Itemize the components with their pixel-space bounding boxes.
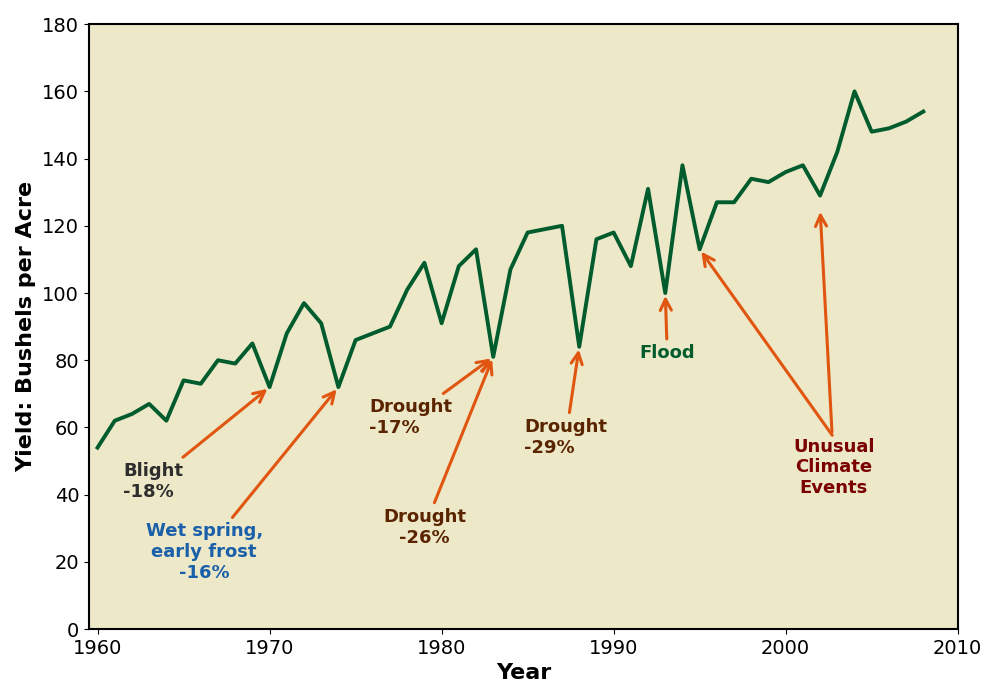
Y-axis label: Yield: Bushels per Acre: Yield: Bushels per Acre <box>17 181 37 473</box>
Text: Wet spring,
early frost
-16%: Wet spring, early frost -16% <box>146 392 335 582</box>
Text: Drought
-17%: Drought -17% <box>370 360 489 437</box>
Text: Flood: Flood <box>639 299 695 363</box>
Text: Drought
-26%: Drought -26% <box>383 363 492 547</box>
Text: Drought
-29%: Drought -29% <box>524 353 607 457</box>
X-axis label: Year: Year <box>496 664 551 683</box>
Text: Blight
-18%: Blight -18% <box>123 391 265 500</box>
Text: Unusual
Climate
Events: Unusual Climate Events <box>793 215 874 497</box>
